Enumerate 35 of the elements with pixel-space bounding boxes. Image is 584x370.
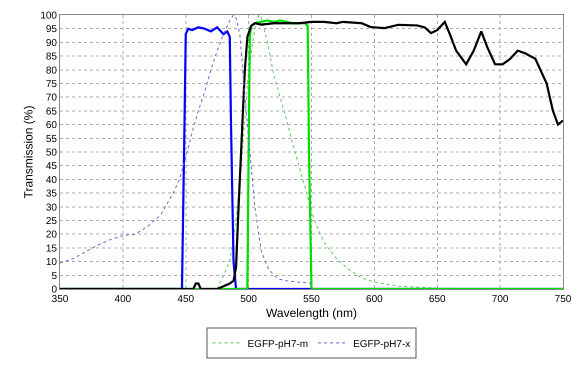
y-tick-label: 100 [40, 10, 58, 22]
x-axis-title: Wavelength (nm) [266, 306, 357, 320]
y-tick-label: 85 [46, 52, 58, 63]
x-tick-label: 700 [492, 294, 509, 305]
y-tick-label: 45 [46, 161, 58, 172]
line-series [60, 15, 312, 289]
y-axis-title: Transmission (%) [22, 106, 36, 198]
x-tick-label: 550 [303, 294, 320, 305]
x-tick-label: 450 [177, 294, 195, 305]
y-tick-label: 50 [46, 148, 58, 158]
y-tick-label: 15 [46, 243, 58, 254]
y-tick-label: 65 [46, 106, 58, 118]
y-tick-label: 70 [46, 92, 58, 104]
y-tick-label: 0 [51, 284, 58, 296]
y-tick-label: 55 [46, 134, 58, 145]
y-tick-label: 75 [46, 79, 58, 90]
x-tick-label: 600 [366, 294, 384, 305]
y-tick-label: 80 [46, 65, 58, 76]
legend-label: EGFP-pH7-x [353, 338, 410, 350]
y-tick-label: 35 [46, 188, 58, 200]
y-tick-label: 95 [46, 24, 58, 36]
y-tick-label: 5 [51, 270, 58, 282]
y-tick-label: 30 [46, 202, 58, 214]
y-tick-label: 90 [46, 38, 58, 49]
y-tick-label: 40 [46, 174, 58, 186]
x-tick-label: 350 [52, 294, 69, 305]
y-tick-label: 60 [46, 120, 58, 132]
x-tick-label: 750 [554, 294, 572, 305]
y-tick-label: 25 [46, 216, 58, 227]
x-tick-label: 650 [428, 294, 446, 305]
y-tick-label: 20 [46, 230, 58, 241]
y-tick-label: 10 [46, 257, 58, 268]
x-tick-label: 400 [114, 294, 132, 305]
x-tick-label: 500 [240, 294, 258, 305]
legend-label: EGFP-pH7-m [248, 338, 308, 350]
